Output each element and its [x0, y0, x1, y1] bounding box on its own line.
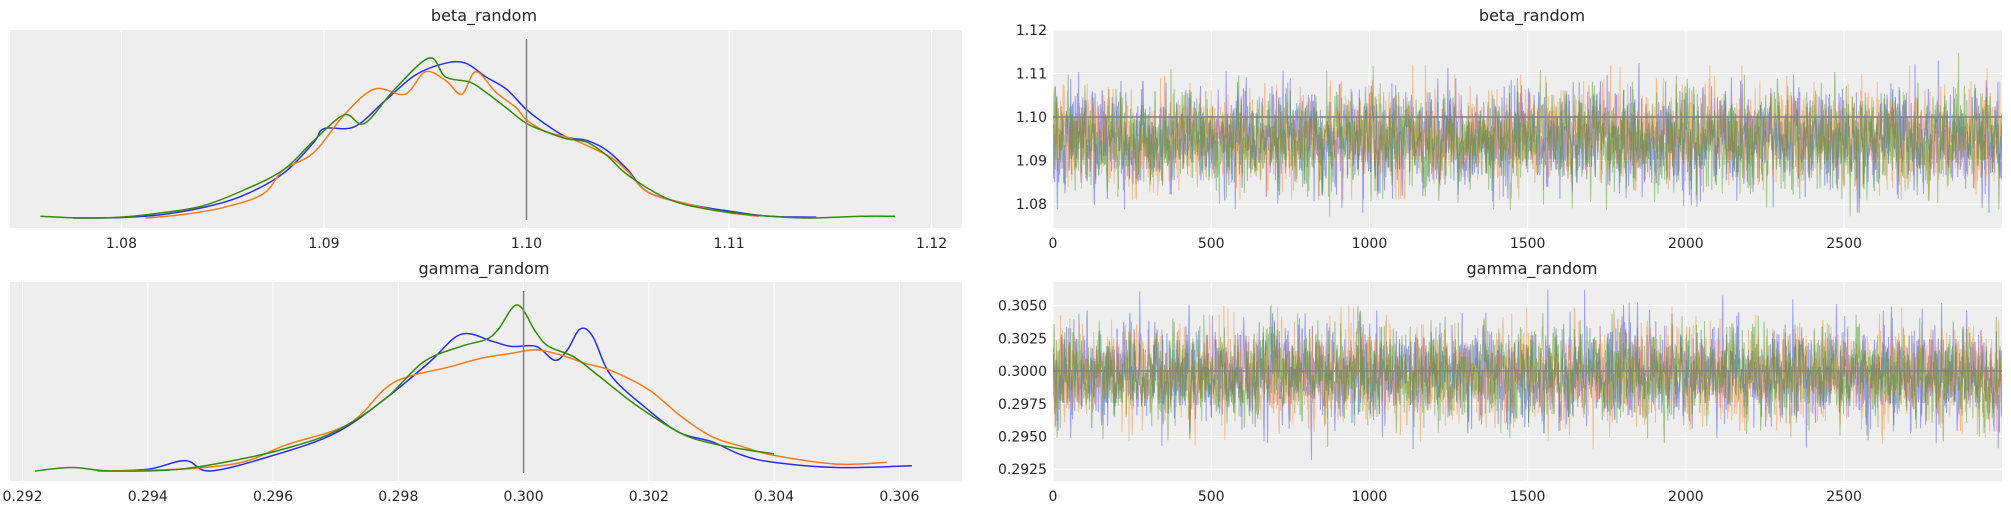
- beta-random-trace-panel: beta_random 0 500 1000 1500 2000 2500 1.08 1.09…: [1016, 6, 2002, 252]
- x-tick-label: 0.294: [128, 489, 168, 505]
- density-line-chain-2: [40, 57, 896, 219]
- panel-title: beta_random: [1479, 6, 1585, 26]
- y-tick-label: 0.2950: [998, 429, 1047, 445]
- x-tick-label: 500: [1198, 236, 1225, 252]
- x-tick-label: 1500: [1510, 236, 1546, 252]
- y-tick-label: 1.09: [1016, 154, 1047, 170]
- x-tick-label: 0.302: [629, 489, 669, 505]
- x-tick-label: 1.08: [106, 236, 137, 252]
- plot-area: [10, 30, 962, 228]
- plot-area: [10, 282, 962, 481]
- panel-title: gamma_random: [419, 259, 550, 279]
- x-tick-label: 1.09: [308, 236, 339, 252]
- x-tick-label: 1000: [1352, 489, 1388, 505]
- y-tick-label: 1.10: [1016, 110, 1047, 126]
- x-tick-label: 2000: [1668, 489, 1704, 505]
- x-tick-label: 0.298: [378, 489, 418, 505]
- x-tick-label: 1.12: [916, 236, 947, 252]
- x-tick-label: 2000: [1668, 236, 1704, 252]
- y-tick-label: 1.08: [1016, 197, 1047, 213]
- x-tick-label: 0: [1049, 489, 1058, 505]
- x-tick-label: 500: [1198, 489, 1225, 505]
- x-tick-label: 1.11: [713, 236, 744, 252]
- beta-random-density-panel: beta_random 1.08 1.09 1.10 1.11 1.12: [10, 6, 962, 252]
- y-tick-label: 1.11: [1016, 67, 1047, 83]
- trace-line-chain-2: [1053, 52, 2002, 217]
- trace-line-chain-2: [1053, 304, 2002, 448]
- x-tick-label: 2500: [1826, 489, 1862, 505]
- x-tick-label: 1.10: [511, 236, 542, 252]
- density-line-chain-1: [97, 349, 887, 472]
- x-tick-label: 0.304: [754, 489, 794, 505]
- series-group: [1053, 52, 2002, 217]
- x-tick-label: 1000: [1352, 236, 1388, 252]
- x-tick-label: 1500: [1510, 489, 1546, 505]
- y-tick-label: 0.3050: [998, 299, 1047, 315]
- y-tick-label: 1.12: [1016, 23, 1047, 39]
- series-group: [40, 57, 896, 219]
- gamma-random-trace-panel: gamma_random 0 500 1000 1500 2000 2500 0.2925 0…: [998, 259, 2002, 505]
- x-tick-label: 0.292: [2, 489, 42, 505]
- density-line-chain-2: [35, 304, 775, 472]
- x-tick-label: 0.306: [879, 489, 919, 505]
- panel-title: beta_random: [431, 6, 537, 26]
- y-tick-label: 0.2925: [998, 462, 1047, 478]
- gamma-random-density-panel: gamma_random 0.292 0.294 0.296 0.298 0.300 0.…: [2, 259, 962, 505]
- trace-line-chain-0: [1053, 289, 2002, 461]
- trace-line-chain-1: [1053, 64, 2002, 200]
- trace-line-chain-0: [1053, 60, 2002, 213]
- y-tick-label: 0.3025: [998, 331, 1047, 347]
- x-tick-label: 0.296: [253, 489, 293, 505]
- x-tick-label: 0.300: [504, 489, 544, 505]
- y-tick-label: 0.2975: [998, 397, 1047, 413]
- x-tick-label: 2500: [1826, 236, 1862, 252]
- series-group: [35, 304, 912, 472]
- gridlines: [1052, 282, 2002, 481]
- density-line-chain-0: [97, 327, 912, 472]
- panel-title: gamma_random: [1467, 259, 1598, 279]
- y-tick-label: 0.3000: [998, 364, 1047, 380]
- x-tick-label: 0: [1049, 236, 1058, 252]
